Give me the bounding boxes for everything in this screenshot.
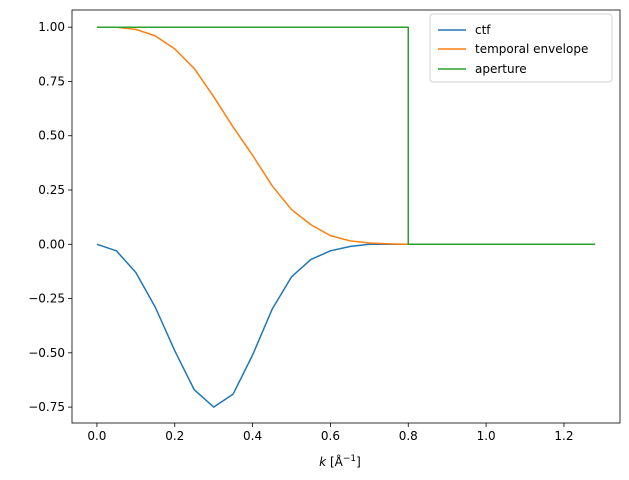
y-tick-label: −0.25 [28, 292, 65, 306]
x-tick-label: 0.0 [87, 429, 106, 443]
y-tick-label: −0.50 [28, 346, 65, 360]
y-tick-label: 1.00 [38, 20, 65, 34]
y-tick-label: 0.00 [38, 237, 65, 251]
series-line-ctf [96, 243, 596, 408]
x-tick-label: 1.0 [477, 429, 496, 443]
x-axis-label: k [Å−1] [319, 454, 361, 469]
x-tick-label: 0.8 [399, 429, 418, 443]
x-tick-label: 0.2 [165, 429, 184, 443]
x-tick-label: 0.6 [321, 429, 340, 443]
axes-frame [71, 9, 621, 424]
series-line-aperture [96, 26, 596, 246]
series-group [96, 26, 596, 408]
legend-label-temporal-envelope: temporal envelope [475, 42, 588, 56]
x-tick-label: 0.4 [243, 429, 262, 443]
legend-label-ctf: ctf [475, 23, 491, 37]
y-tick-label: 0.75 [38, 74, 65, 88]
x-tick-label: 1.2 [554, 429, 573, 443]
y-tick-label: 0.25 [38, 183, 65, 197]
axes [71, 9, 621, 424]
x-axis-ticks: 0.0 0.2 0.4 0.6 0.8 1.0 1.2 [87, 423, 574, 443]
legend-label-aperture: aperture [475, 62, 527, 76]
y-tick-label: 0.50 [38, 129, 65, 143]
y-tick-label: −0.75 [28, 400, 65, 414]
y-axis-ticks: −0.75 −0.50 −0.25 0.00 0.25 0.50 0.75 1.00 [28, 20, 72, 414]
legend-frame [429, 13, 613, 83]
legend: ctf temporal envelope aperture [429, 13, 613, 83]
